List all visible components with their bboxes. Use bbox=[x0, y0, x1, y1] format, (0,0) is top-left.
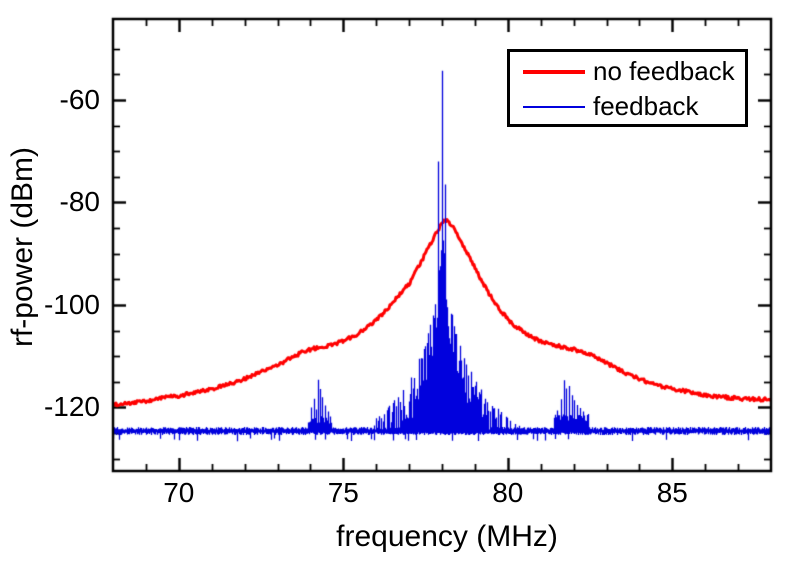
legend-label-feedback: feedback bbox=[593, 91, 699, 121]
y-tick-label: -60 bbox=[59, 83, 100, 115]
x-axis-title: frequency (MHz) bbox=[336, 520, 558, 553]
y-axis-title: rf-power (dBm) bbox=[6, 146, 39, 348]
legend-item-no-feedback: no feedback bbox=[523, 54, 745, 89]
x-tick-label: 85 bbox=[656, 477, 688, 508]
x-tick-label: 80 bbox=[492, 477, 524, 508]
legend: no feedback feedback bbox=[507, 49, 748, 127]
legend-label-no-feedback: no feedback bbox=[593, 56, 735, 86]
legend-line-no-feedback bbox=[523, 69, 585, 74]
y-tick-label: -100 bbox=[43, 288, 100, 320]
x-tick-label: 70 bbox=[163, 477, 195, 508]
legend-line-feedback bbox=[523, 105, 585, 108]
y-tick-label: -120 bbox=[43, 391, 100, 423]
x-tick-label: 75 bbox=[327, 477, 359, 508]
legend-item-feedback: feedback bbox=[523, 89, 745, 124]
y-tick-label: -80 bbox=[59, 186, 100, 218]
